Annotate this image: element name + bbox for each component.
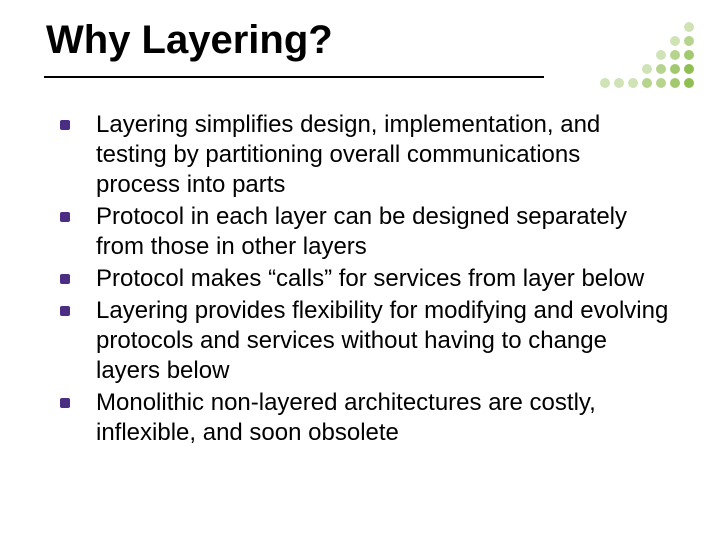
bullet-marker-icon bbox=[60, 306, 70, 316]
deco-dot bbox=[684, 36, 694, 46]
deco-dot bbox=[656, 64, 666, 74]
bullet-marker-icon bbox=[60, 212, 70, 222]
deco-dot bbox=[684, 78, 694, 88]
corner-decoration bbox=[600, 14, 696, 94]
bullet-item: Monolithic non-layered architectures are… bbox=[60, 388, 670, 448]
bullet-text: Protocol in each layer can be designed s… bbox=[96, 202, 670, 262]
deco-dot bbox=[684, 50, 694, 60]
bullet-text: Protocol makes “calls” for services from… bbox=[96, 264, 644, 294]
bullet-text: Monolithic non-layered architectures are… bbox=[96, 388, 670, 448]
deco-dot bbox=[600, 78, 610, 88]
bullet-marker-icon bbox=[60, 398, 70, 408]
deco-dot bbox=[656, 78, 666, 88]
deco-dot bbox=[670, 36, 680, 46]
deco-dot bbox=[642, 78, 652, 88]
deco-dot bbox=[614, 78, 624, 88]
bullet-marker-icon bbox=[60, 120, 70, 130]
bullet-item: Protocol makes “calls” for services from… bbox=[60, 264, 670, 294]
deco-dot bbox=[670, 50, 680, 60]
slide: Why Layering? Layering simplifies design… bbox=[0, 0, 720, 540]
deco-dot bbox=[684, 22, 694, 32]
title-underline bbox=[44, 76, 544, 78]
deco-dot bbox=[670, 64, 680, 74]
bullet-item: Layering simplifies design, implementati… bbox=[60, 110, 670, 200]
bullet-list: Layering simplifies design, implementati… bbox=[60, 110, 670, 450]
deco-dot bbox=[656, 50, 666, 60]
bullet-item: Layering provides flexibility for modify… bbox=[60, 296, 670, 386]
bullet-marker-icon bbox=[60, 274, 70, 284]
deco-dot bbox=[642, 64, 652, 74]
slide-title: Why Layering? bbox=[46, 18, 333, 63]
deco-dot bbox=[670, 78, 680, 88]
deco-dot bbox=[628, 78, 638, 88]
deco-dot bbox=[684, 64, 694, 74]
bullet-text: Layering simplifies design, implementati… bbox=[96, 110, 670, 200]
bullet-text: Layering provides flexibility for modify… bbox=[96, 296, 670, 386]
bullet-item: Protocol in each layer can be designed s… bbox=[60, 202, 670, 262]
